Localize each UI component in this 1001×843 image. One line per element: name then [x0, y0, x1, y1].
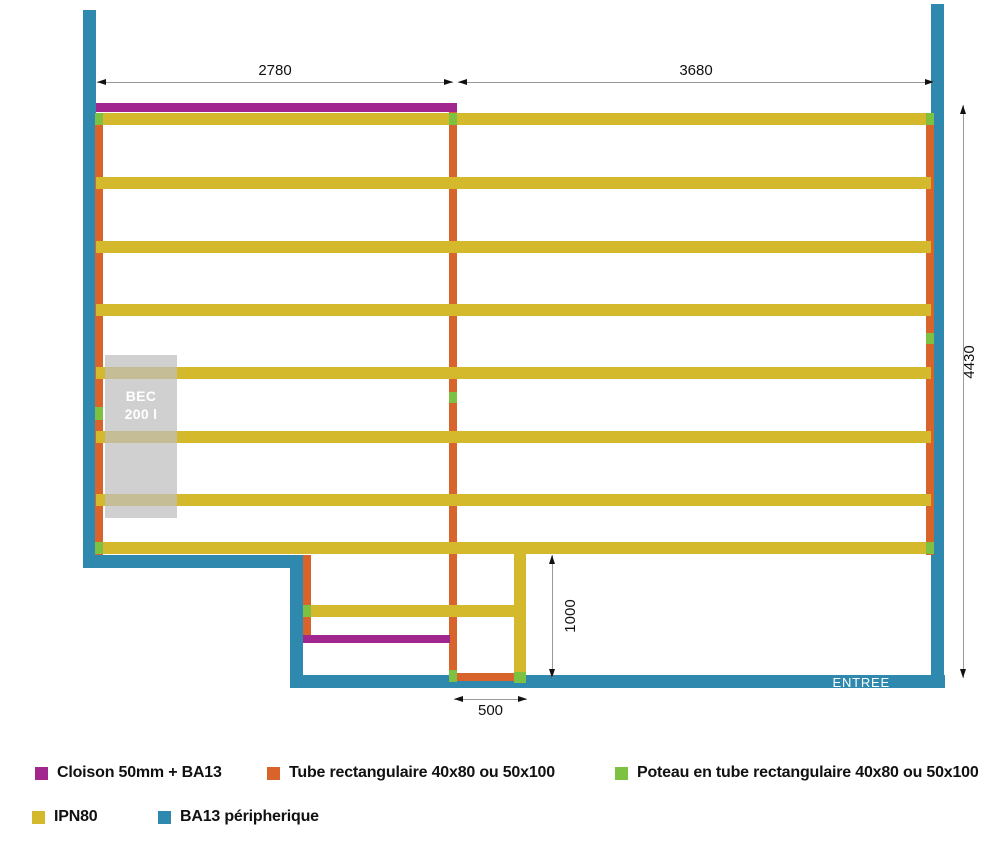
legend-label: BA13 péripherique	[180, 808, 319, 825]
post-entry-left	[449, 670, 457, 682]
post-bottom-left	[95, 542, 103, 554]
legend-item-poteau: Poteau en tube rectangulaire 40x80 ou 50…	[615, 764, 979, 782]
dimension-line-3680	[458, 79, 934, 85]
poteau-color-swatch-icon	[615, 766, 628, 780]
entrance-label: ENTREE	[832, 675, 890, 690]
ipn80-beam-3	[96, 241, 931, 253]
dimension-line-500	[454, 696, 527, 702]
ipn80-beam-2	[96, 177, 931, 189]
dimension-label-3680: 3680	[679, 62, 713, 79]
tube-bottom-horizontal	[457, 673, 514, 681]
ipn80-beam-4	[96, 304, 931, 316]
tube-color-swatch-icon	[267, 766, 280, 780]
post-top-right	[926, 113, 934, 125]
post-top-middle	[449, 113, 457, 125]
perimeter-wall-step-horizontal	[83, 555, 303, 568]
cloison-color-swatch-icon	[35, 766, 48, 780]
legend-label: Tube rectangulaire 40x80 ou 50x100	[289, 764, 555, 781]
ipn80-beam-alcove	[303, 605, 526, 617]
ipn80-beam-7	[96, 494, 931, 506]
perimeter-wall-right	[931, 4, 944, 688]
perimeter-wall-left	[83, 10, 96, 568]
dimension-label-2780: 2780	[258, 62, 292, 79]
legend-label: Cloison 50mm + BA13	[57, 764, 222, 781]
ipn80-beam-6	[96, 431, 931, 443]
legend-item-tube: Tube rectangulaire 40x80 ou 50x100	[267, 764, 555, 782]
post-bottom-right	[926, 542, 934, 554]
post-alcove-left	[303, 605, 311, 617]
dimension-label-4430: 4430	[961, 345, 978, 379]
legend-label: Poteau en tube rectangulaire 40x80 ou 50…	[637, 764, 979, 781]
post-top-left	[95, 113, 103, 125]
tube-column-step	[303, 555, 311, 643]
dimension-line-2780	[97, 79, 453, 85]
post-mid-left	[95, 407, 103, 420]
tank-label-line2: 200 l	[124, 405, 158, 422]
legend-item-ipn80: IPN80	[32, 808, 98, 826]
post-mid-right	[926, 333, 934, 344]
ipn80-beam-5	[96, 367, 931, 379]
legend-item-ba13: BA13 péripherique	[158, 808, 319, 826]
legend-item-cloison: Cloison 50mm + BA13	[35, 764, 222, 782]
tank-label-line1: BEC	[125, 388, 157, 404]
post-entry-right	[514, 672, 526, 683]
perimeter-wall-step-vertical	[290, 555, 303, 688]
cloison-partition-top	[96, 103, 457, 112]
legend-label: IPN80	[54, 808, 98, 825]
dimension-label-500: 500	[477, 702, 504, 719]
post-mid-middle	[449, 392, 457, 403]
ba13-color-swatch-icon	[158, 810, 171, 824]
dimension-line-1000	[549, 555, 555, 678]
dimension-label-1000: 1000	[562, 599, 579, 633]
ipn80-beam-1	[96, 113, 931, 125]
tube-column-left	[95, 113, 103, 555]
ipn80-color-swatch-icon	[32, 810, 45, 824]
dimension-line-4430	[960, 105, 966, 678]
water-heater-bec: BEC 200 l	[105, 355, 177, 518]
ipn80-beam-8	[96, 542, 931, 554]
cloison-partition-alcove	[303, 635, 450, 643]
